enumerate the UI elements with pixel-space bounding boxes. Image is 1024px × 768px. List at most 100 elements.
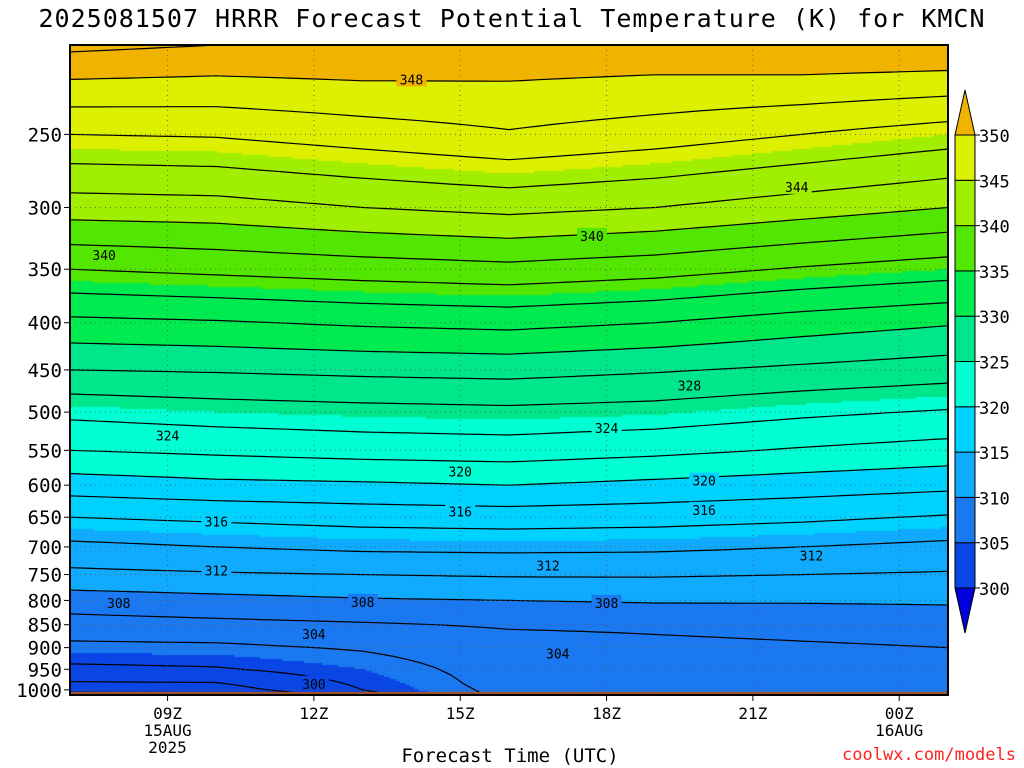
contour-line-346 (69, 121, 949, 161)
y-tick-label: 850 (28, 615, 62, 637)
colorbar-bin (954, 225, 976, 272)
contour-label: 304 (302, 628, 326, 643)
contour-label: 316 (692, 504, 715, 519)
y-tick-label: 350 (28, 259, 62, 281)
y-tick-label: 900 (28, 638, 62, 660)
contour-label: 348 (400, 74, 423, 89)
y-tick-label: 750 (28, 565, 62, 587)
contour-label: 316 (205, 516, 228, 531)
contour-label: 304 (546, 647, 570, 662)
contour-label: 340 (92, 249, 115, 264)
credit-link[interactable]: coolwx.com/models (842, 745, 1016, 765)
colorbar-label: 330 (979, 308, 1010, 328)
colorbar-label: 310 (979, 489, 1010, 509)
contour-line-320 (69, 465, 949, 486)
grid-lines (70, 45, 948, 695)
y-tick-label: 600 (28, 475, 62, 497)
contour-label: 324 (595, 422, 619, 437)
contour-label: 308 (595, 597, 618, 612)
x-tick-label: 00Z (885, 704, 914, 723)
contour-line-344 (69, 148, 949, 189)
colorbar-label: 340 (979, 218, 1010, 238)
y-axis: 2503003504004505005506006507007508008509… (16, 124, 70, 702)
contour-label: 328 (678, 380, 701, 395)
contour-label: 344 (785, 181, 809, 196)
contour-label: 320 (448, 466, 471, 481)
contour-label-bg (533, 557, 564, 573)
contour-line-340 (69, 206, 949, 239)
colorbar-bin (954, 406, 976, 453)
contour-line-310 (69, 589, 949, 606)
contour-line-330 (69, 325, 949, 355)
y-tick-label: 500 (28, 402, 62, 424)
y-tick-label: 1000 (16, 680, 62, 702)
x-tick-label: 21Z (738, 704, 767, 723)
contour-label: 324 (156, 429, 180, 444)
y-tick-label: 400 (28, 313, 62, 335)
colorbar-bin (954, 134, 976, 181)
colorbar-label: 350 (979, 127, 1010, 147)
colorbar: 300 305 310 315 320 325 330 335 340 345 350 (954, 89, 1010, 634)
contour-line-308 (69, 613, 949, 649)
colorbar-label: 300 (979, 580, 1010, 600)
filled-theta-field (70, 45, 948, 695)
colorbar-label: 315 (979, 444, 1010, 464)
y-tick-label: 550 (28, 440, 62, 462)
contour-label-bg (689, 501, 720, 517)
x-axis-label: Forecast Time (UTC) (401, 745, 619, 767)
y-tick-label: 950 (28, 659, 62, 681)
contour-label-bg (445, 463, 476, 479)
colorbar-label: 305 (979, 535, 1010, 555)
contour-label-bg (347, 593, 378, 609)
colorbar-bin (954, 315, 976, 363)
contour-label-bg (542, 645, 573, 661)
contour-line-314 (69, 539, 949, 554)
contour-label: 312 (205, 564, 228, 579)
contour-line-306 (69, 640, 480, 693)
contour-line-318 (69, 490, 949, 508)
colorbar-label: 345 (979, 172, 1010, 192)
contour-line-322 (69, 438, 949, 463)
x-tick-label: 16AUG (875, 721, 923, 740)
contour-line-338 (69, 231, 949, 263)
colorbar-bin (954, 361, 976, 408)
contour-label-bg (674, 377, 705, 393)
colorbar-bin (954, 451, 976, 498)
x-tick-label: 15AUG (143, 721, 191, 740)
colorbar-bin (954, 179, 976, 227)
contour-label-bg (201, 562, 232, 578)
contour-label-bg (89, 247, 120, 263)
y-tick-label: 300 (28, 197, 62, 219)
chart-title: 2025081507 HRRR Forecast Potential Tempe… (38, 4, 986, 33)
contour-line-324 (69, 408, 949, 436)
contour-label-bg (689, 472, 720, 488)
contour-line-350 (69, 69, 949, 82)
contour-label-bg (298, 626, 329, 642)
contour-label: 308 (107, 597, 130, 612)
contour-label: 312 (536, 559, 559, 574)
contour-label-bg (576, 227, 607, 243)
colorbar-extend-min (954, 587, 976, 634)
contour-label-bg (445, 503, 476, 519)
contour-label-bg (152, 427, 183, 443)
y-tick-label: 700 (28, 537, 62, 559)
y-tick-label: 450 (28, 360, 62, 382)
contour-line-332 (69, 302, 949, 331)
x-tick-label: 12Z (299, 704, 328, 723)
contour-label-bg (781, 178, 812, 194)
contour-label: 300 (302, 678, 325, 693)
contour-label: 308 (351, 596, 374, 611)
contour-label: 316 (448, 506, 471, 521)
contour-label-bg (591, 594, 622, 610)
y-tick-label: 250 (28, 124, 62, 146)
contour-label: 312 (800, 549, 823, 564)
ground-surface (70, 691, 948, 695)
contour-line-336 (69, 256, 949, 286)
contour-line-326 (69, 382, 949, 407)
contour-label: 340 (580, 230, 603, 245)
contour-label: 320 (692, 474, 715, 489)
contour-label-bg (298, 675, 329, 691)
x-tick-label: 15Z (446, 704, 475, 723)
